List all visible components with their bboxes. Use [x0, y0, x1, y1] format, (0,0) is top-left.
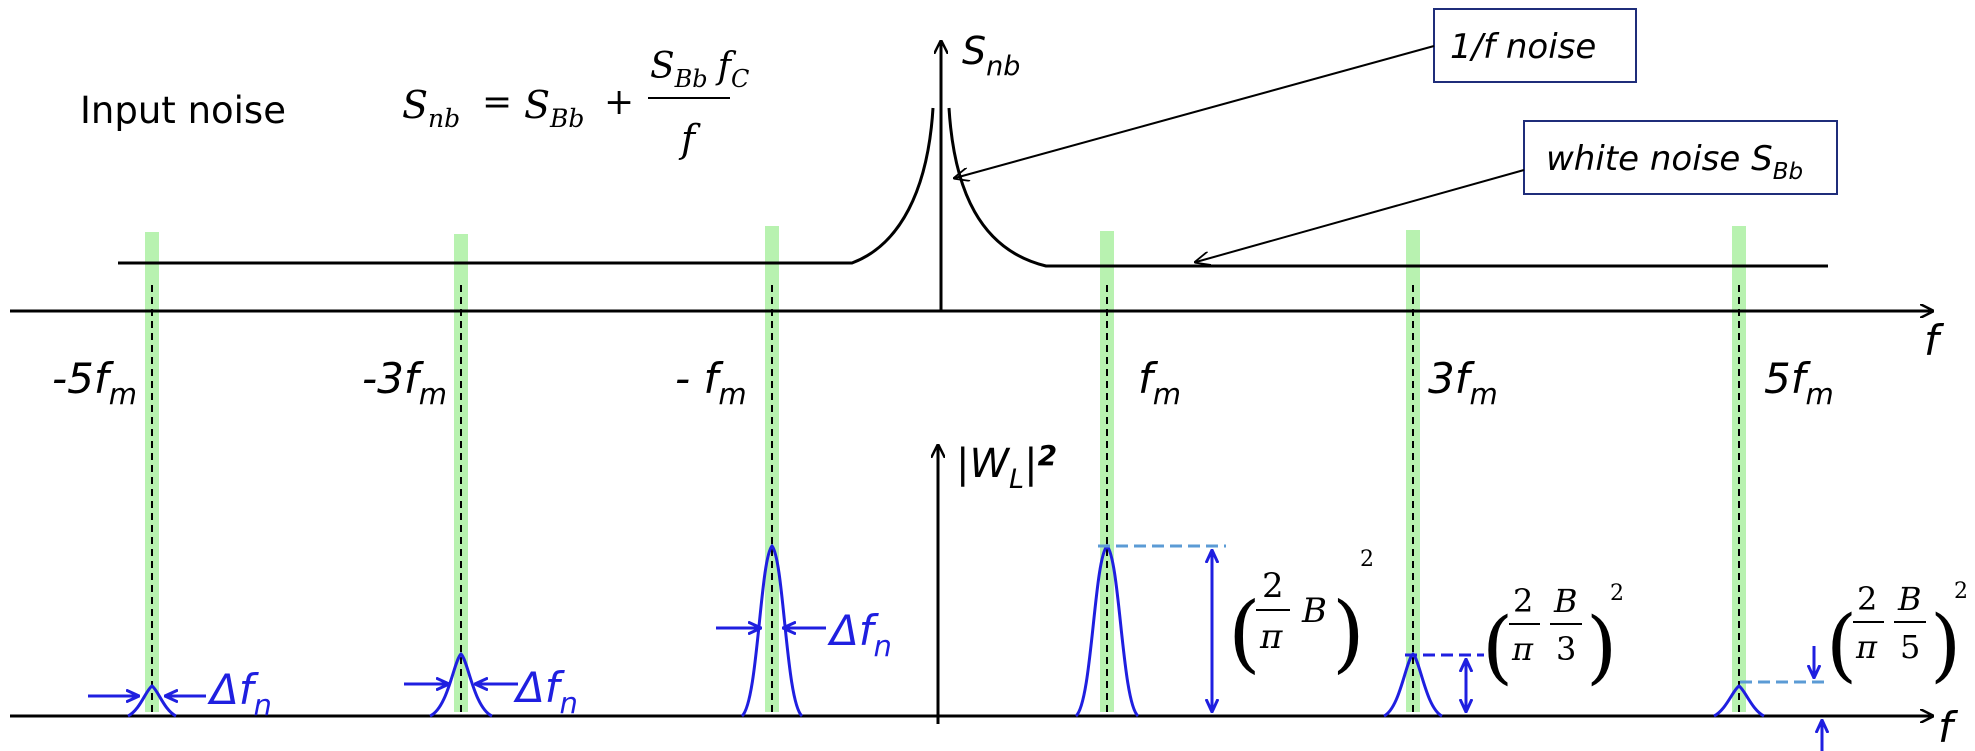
callout-1f-arrow — [955, 45, 1435, 178]
svg-text:π: π — [1855, 628, 1878, 666]
input-noise-title: Input noise — [80, 89, 286, 132]
delta-fn-labels: Δfn Δfn Δfn — [207, 606, 892, 722]
callout-1f-box — [1433, 8, 1637, 83]
peak-minus-5fm — [127, 684, 177, 718]
harmonic-labels: -5fm -3fm - fm fm 3fm 5fm — [52, 354, 1834, 411]
bottom-x-axis-label: f — [1938, 703, 1959, 751]
svg-text:2: 2 — [1610, 581, 1624, 606]
amplitude-formula-3fm: ( 2 π B 3 ) 2 — [1482, 581, 1624, 693]
amplitude-formula-fm: ( 2 π B ) 2 — [1228, 547, 1374, 682]
band-minus-3fm — [454, 234, 468, 712]
peak-5fm — [1713, 684, 1765, 718]
svg-text:): ) — [1930, 598, 1961, 691]
svg-text:): ) — [1586, 600, 1617, 693]
svg-text:2: 2 — [1360, 547, 1374, 572]
label-5fm: 5fm — [1764, 354, 1834, 411]
svg-text:+: + — [604, 82, 634, 123]
svg-text:f: f — [678, 117, 701, 161]
svg-text:3: 3 — [1556, 630, 1576, 668]
svg-text:B: B — [1897, 580, 1922, 618]
svg-text:): ) — [1332, 584, 1365, 682]
label-3fm: 3fm — [1428, 354, 1498, 411]
delta-fn-label-2: Δfn — [513, 663, 578, 720]
svg-text:π: π — [1511, 630, 1534, 668]
svg-text:(: ( — [1826, 598, 1857, 691]
amplitude-formula-5fm: ( 2 π B 5 ) 2 — [1826, 579, 1968, 691]
svg-text:π: π — [1259, 617, 1283, 657]
label-minus-fm: - fm — [675, 354, 747, 411]
callout-white-text: white noise SBb — [1546, 139, 1803, 185]
delta-fn-arrows — [88, 628, 826, 696]
noise-spectrum-curve — [118, 107, 1828, 268]
svg-text:2: 2 — [1857, 580, 1877, 618]
callout-white-arrow — [1196, 169, 1525, 262]
svg-text:(: ( — [1482, 600, 1513, 693]
label-minus-5fm: -5fm — [52, 354, 137, 411]
callout-white-box — [1523, 120, 1838, 195]
svg-text:SBb: SBb — [524, 83, 584, 133]
svg-text:=: = — [482, 82, 512, 123]
top-y-axis-label: Snb — [962, 29, 1020, 82]
peak-minus-3fm — [429, 652, 493, 718]
callout-1f-text: 1/f noise — [1450, 27, 1596, 67]
noise-formula: Snb = SBb + SBb fC f — [402, 46, 749, 161]
svg-text:2: 2 — [1954, 579, 1968, 604]
label-minus-3fm: -3fm — [362, 354, 447, 411]
svg-text:(: ( — [1228, 584, 1261, 682]
delta-fn-label-1: Δfn — [207, 665, 272, 722]
amplitude-indicators — [1098, 544, 1826, 751]
svg-text:2: 2 — [1262, 566, 1284, 606]
label-fm: fm — [1138, 354, 1181, 411]
peak-minus-fm — [740, 543, 804, 718]
svg-text:B: B — [1553, 582, 1578, 620]
svg-text:2: 2 — [1513, 582, 1533, 620]
bottom-y-axis-label: |WL|2 — [956, 439, 1057, 495]
svg-text:B: B — [1301, 591, 1327, 631]
svg-text:5: 5 — [1900, 628, 1920, 666]
top-x-axis-label: f — [1924, 316, 1945, 365]
svg-text:Snb: Snb — [402, 83, 460, 133]
delta-fn-label-3: Δfn — [827, 606, 892, 663]
